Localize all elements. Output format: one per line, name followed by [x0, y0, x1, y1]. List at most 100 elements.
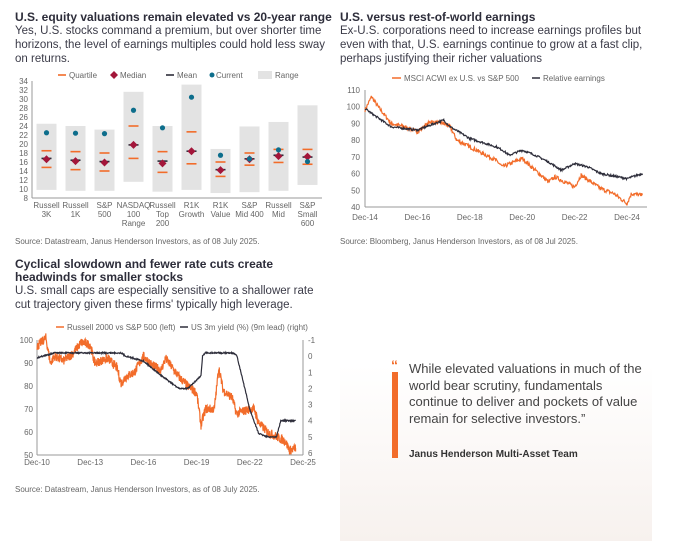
x-category-label: R1K Value — [211, 201, 231, 219]
y-tick-label: 70 — [351, 153, 360, 162]
panel1-title: U.S. equity valuations remain elevated v… — [15, 10, 332, 24]
y-tick-label: 60 — [24, 428, 33, 437]
y-tick-label: 32 — [19, 86, 28, 95]
y2-tick-label: 6 — [308, 449, 313, 458]
legend-label: US 3m yield (%) (9m lead) (right) — [191, 323, 308, 332]
median-mark — [42, 155, 51, 164]
legend-label: Quartile — [69, 71, 98, 80]
x-category-label: Russell Top 200 — [149, 201, 175, 228]
legend-label: Mean — [177, 71, 197, 80]
range-bar — [297, 105, 318, 185]
y-tick-label: 110 — [347, 86, 360, 95]
quote-text: While elevated valuations in much of the… — [409, 361, 642, 426]
legend-current-swatch — [209, 72, 215, 78]
legend-label: Range — [275, 71, 299, 80]
x-category-label: R1K Growth — [179, 201, 205, 219]
current-point — [188, 94, 195, 100]
y-tick-label: 12 — [19, 176, 28, 185]
legend-range-swatch — [258, 71, 272, 79]
x-tick-label: Dec-13 — [77, 458, 103, 467]
y-tick-label: 34 — [19, 77, 28, 86]
x-tick-label: Dec-20 — [509, 213, 535, 222]
y2-tick-label: 0 — [308, 352, 313, 361]
current-point — [43, 130, 50, 136]
x-tick-label: Dec-16 — [405, 213, 431, 222]
current-point — [217, 152, 224, 158]
x-tick-label: Dec-16 — [131, 458, 157, 467]
x-category-label: S&P 500 — [96, 201, 112, 219]
x-tick-label: Dec-24 — [614, 213, 640, 222]
quote-accent-bar — [392, 372, 398, 458]
x-category-label: Russell Mid — [265, 201, 291, 219]
median-mark — [216, 166, 225, 175]
panel2-subtitle: Ex-U.S. corporations need to increase ea… — [340, 25, 643, 65]
y-tick-label: 20 — [19, 140, 28, 149]
y2-tick-label: 2 — [308, 384, 313, 393]
x-category-label: Russell 1K — [62, 201, 88, 219]
legend-label: Relative earnings — [543, 74, 605, 83]
x-tick-label: Dec-19 — [184, 458, 210, 467]
current-point — [304, 158, 311, 165]
quote-author: Janus Henderson Multi-Asset Team — [409, 449, 578, 460]
range-bar — [181, 84, 202, 190]
y-tick-label: 100 — [347, 103, 361, 112]
y-tick-label: 30 — [19, 95, 28, 104]
range-bar — [123, 91, 144, 182]
y-tick-label: 60 — [351, 170, 360, 179]
legend-median-swatch — [110, 71, 118, 79]
x-tick-label: Dec-10 — [24, 458, 50, 467]
y-tick-label: 14 — [19, 167, 28, 176]
legend-label: Russell 2000 vs S&P 500 (left) — [67, 323, 176, 332]
y-tick-label: 50 — [24, 451, 33, 460]
y2-tick-label: 4 — [308, 417, 313, 426]
panel2-source: Source: Bloomberg, Janus Henderson Inves… — [340, 237, 578, 246]
x-tick-label: Dec-22 — [237, 458, 263, 467]
x-category-label: S&P Mid 400 — [235, 201, 264, 219]
y-tick-label: 70 — [24, 405, 33, 414]
x-tick-label: Dec-22 — [562, 213, 588, 222]
y-tick-label: 90 — [24, 359, 33, 368]
x-tick-label: Dec-25 — [290, 458, 316, 467]
y-tick-label: 90 — [351, 119, 360, 128]
y-tick-label: 22 — [19, 131, 28, 140]
panel3-title: Cyclical slowdown and fewer rate cuts cr… — [15, 257, 274, 284]
y2-tick-label: 3 — [308, 401, 313, 410]
legend-label: MSCI ACWI ex U.S. vs S&P 500 — [404, 74, 520, 83]
current-point — [72, 130, 79, 136]
y-tick-label: 80 — [351, 136, 360, 145]
y-tick-label: 40 — [351, 203, 360, 212]
x-tick-label: Dec-18 — [457, 213, 483, 222]
x-category-label: S&P Small 600 — [297, 201, 317, 228]
legend-label: Current — [216, 71, 243, 80]
panel2-title: U.S. versus rest-of-world earnings — [340, 10, 536, 24]
median-mark — [71, 157, 80, 166]
y-tick-label: 100 — [20, 336, 34, 345]
x-category-label: Russell 3K — [33, 201, 59, 219]
panel1-subtitle: Yes, U.S. stocks command a premium, but … — [15, 25, 326, 65]
current-point — [275, 147, 282, 153]
panel3-subtitle: U.S. small caps are especially sensitive… — [15, 285, 314, 311]
median-mark — [274, 152, 283, 161]
y2-tick-label: 1 — [308, 368, 313, 377]
x-category-label: NASDAQ 100 Range — [117, 201, 151, 228]
current-point — [130, 107, 137, 113]
legend-label: Median — [120, 71, 146, 80]
y2-tick-label: -1 — [308, 336, 316, 345]
russell-2000-line — [36, 333, 297, 455]
y-tick-label: 50 — [351, 186, 360, 195]
current-point — [246, 156, 253, 162]
median-mark — [158, 159, 167, 168]
y-tick-label: 80 — [24, 382, 33, 391]
us-3m-yield-line — [36, 350, 297, 439]
panel1-source: Source: Datastream, Janus Henderson Inve… — [15, 237, 260, 246]
quote-mark-icon: “ — [391, 357, 398, 373]
median-mark — [100, 158, 109, 167]
current-point — [159, 125, 166, 131]
panel3-source: Source: Datastream, Janus Henderson Inve… — [15, 485, 260, 494]
y-tick-label: 18 — [19, 149, 28, 158]
y-tick-label: 24 — [19, 122, 28, 131]
range-bar — [152, 126, 173, 192]
current-point — [101, 131, 108, 137]
y-tick-label: 8 — [24, 194, 29, 203]
